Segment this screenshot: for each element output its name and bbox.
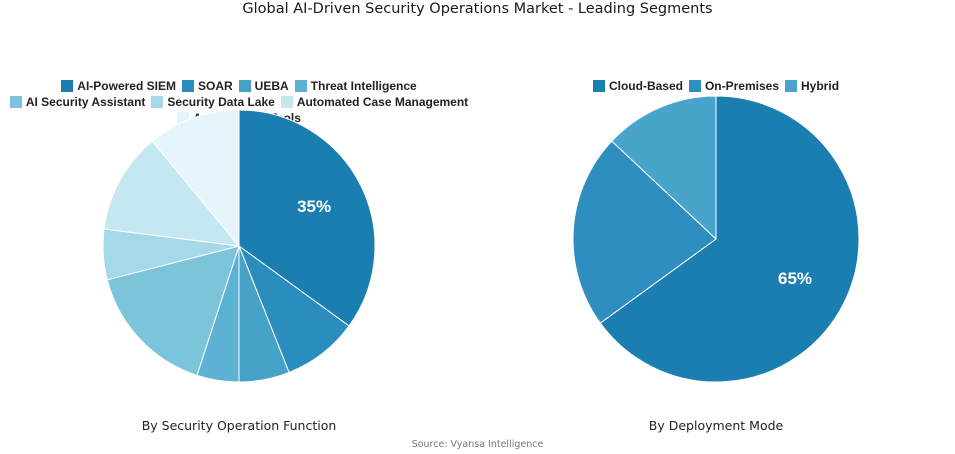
pie-slice-on-premises [572,140,717,324]
pie-slice-ai-powered-siem [238,109,376,327]
legend-swatch [61,80,74,92]
legend-label: UEBA [254,79,289,93]
legend-item-security-data-lake: Security Data Lake [151,95,275,109]
legend-item-threat-intelligence: Threat Intelligence [294,79,417,93]
legend-swatch [9,96,22,108]
legend-swatch [785,80,798,92]
legend-item-automated-case-management: Automated Case Management [280,95,469,109]
legend-label: Threat Intelligence [310,79,417,93]
subtitle-deployment-mode: By Deployment Mode [648,418,784,433]
legend-label: Cloud-Based [608,79,683,93]
legend-deployment-mode: Cloud-Based On-Premises Hybrid [477,79,955,95]
legend-swatch [294,80,307,92]
pie-slice-automated-case-management [103,140,241,247]
legend-item-soar: SOAR [181,79,233,93]
legend-swatch [238,80,251,92]
legend-security-function: AI-Powered SIEM SOAR UEBA Threat Intelligen… [0,79,478,127]
legend-label: On-Premises [704,79,780,93]
legend-label: SOAR [197,79,233,93]
pie-slice-cloud-based [599,95,860,383]
subtitle-security-function: By Security Operation Function [141,418,337,433]
legend-item-ueba: UEBA [238,79,289,93]
legend-label: Security Data Lake [167,95,275,109]
legend-swatch [688,80,701,92]
legend-label: AI Security Assistant [25,95,146,109]
data-label-cloud-based: 65% [778,269,812,288]
legend-item-cloud-based: Cloud-Based [592,79,683,93]
data-label-ai-powered-siem: 35% [297,197,331,216]
legend-item-ai-security-assistant: AI Security Assistant [9,95,146,109]
chart-title: Global AI-Driven Security Operations Mar… [242,1,713,17]
legend-item-hybrid: Hybrid [785,79,839,93]
legend-swatch [280,96,293,108]
legend-item-ai-powered-siem: AI-Powered SIEM [61,79,176,93]
legend-swatch [151,96,164,108]
pie-slice-ai-security-assistant [106,245,240,376]
source-note: Source: Vyansa Intelligence [411,439,544,450]
legend-label: AI-Powered SIEM [77,79,176,93]
pie-slice-agentic-soc-tools [151,109,240,248]
legend-swatch [592,80,605,92]
legend-label: Hybrid [801,79,840,93]
legend-label: Automated Case Management [296,95,469,109]
legend-item-on-premises: On-Premises [688,79,780,93]
pie-slice-hybrid [611,95,717,241]
legend-swatch [181,80,194,92]
